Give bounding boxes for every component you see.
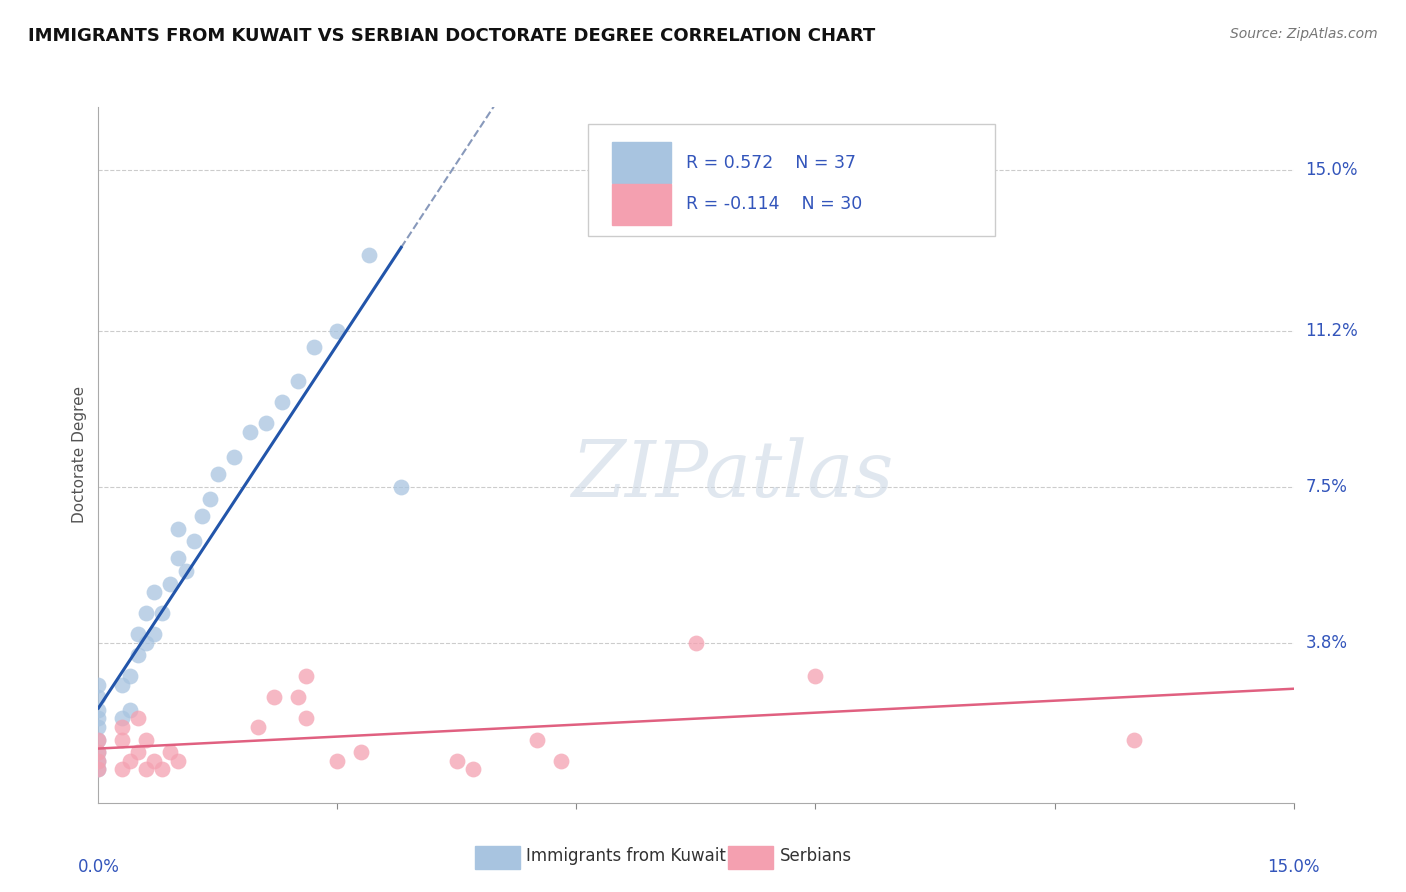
Point xyxy=(326,754,349,768)
Point xyxy=(111,678,134,692)
Point xyxy=(191,509,214,524)
Point xyxy=(135,635,157,649)
Point xyxy=(87,690,110,705)
FancyBboxPatch shape xyxy=(588,124,994,235)
Text: 15.0%: 15.0% xyxy=(1267,857,1320,876)
Point xyxy=(87,762,110,776)
Point xyxy=(350,745,373,759)
Point xyxy=(326,324,349,338)
Point xyxy=(87,732,110,747)
Point xyxy=(127,745,149,759)
Point xyxy=(246,720,269,734)
Text: Serbians: Serbians xyxy=(780,847,852,865)
Point xyxy=(550,754,572,768)
Point xyxy=(287,374,309,388)
Text: 15.0%: 15.0% xyxy=(1305,161,1358,179)
Point xyxy=(150,606,173,620)
Point xyxy=(389,479,412,493)
Point xyxy=(446,754,468,768)
Point xyxy=(111,720,134,734)
Point xyxy=(167,522,190,536)
Point xyxy=(127,627,149,641)
Point xyxy=(294,669,316,683)
Point xyxy=(135,606,157,620)
Text: 3.8%: 3.8% xyxy=(1305,633,1347,651)
Point xyxy=(127,711,149,725)
Point xyxy=(159,745,181,759)
Point xyxy=(159,576,181,591)
Point xyxy=(135,732,157,747)
Point xyxy=(87,754,110,768)
Point xyxy=(87,678,110,692)
Point xyxy=(294,711,316,725)
Point xyxy=(526,732,548,747)
Point xyxy=(287,690,309,705)
Point xyxy=(270,395,292,409)
Point xyxy=(127,648,149,663)
Text: R = -0.114    N = 30: R = -0.114 N = 30 xyxy=(686,195,863,213)
Point xyxy=(359,247,381,261)
Point xyxy=(87,762,110,776)
Point xyxy=(183,534,205,549)
Point xyxy=(263,690,285,705)
Text: Immigrants from Kuwait: Immigrants from Kuwait xyxy=(526,847,725,865)
Point xyxy=(120,703,142,717)
Point xyxy=(804,669,827,683)
Y-axis label: Doctorate Degree: Doctorate Degree xyxy=(72,386,87,524)
Point xyxy=(239,425,262,439)
FancyBboxPatch shape xyxy=(612,142,671,183)
Text: 7.5%: 7.5% xyxy=(1305,477,1347,496)
Point xyxy=(120,754,142,768)
Point xyxy=(111,762,134,776)
Point xyxy=(198,492,221,507)
Point xyxy=(461,762,484,776)
Text: R = 0.572    N = 37: R = 0.572 N = 37 xyxy=(686,153,856,171)
Point xyxy=(87,745,110,759)
Point xyxy=(685,635,707,649)
Point xyxy=(143,754,166,768)
Text: 0.0%: 0.0% xyxy=(77,857,120,876)
Point xyxy=(87,703,110,717)
Point xyxy=(167,551,190,566)
Point xyxy=(87,711,110,725)
Text: Source: ZipAtlas.com: Source: ZipAtlas.com xyxy=(1230,27,1378,41)
Point xyxy=(120,669,142,683)
Text: ZIPatlas: ZIPatlas xyxy=(571,438,893,514)
Point xyxy=(167,754,190,768)
Point xyxy=(1123,732,1146,747)
Point xyxy=(111,732,134,747)
Point xyxy=(111,711,134,725)
Point xyxy=(222,450,245,464)
Point xyxy=(254,417,277,431)
Text: IMMIGRANTS FROM KUWAIT VS SERBIAN DOCTORATE DEGREE CORRELATION CHART: IMMIGRANTS FROM KUWAIT VS SERBIAN DOCTOR… xyxy=(28,27,876,45)
Point xyxy=(174,564,197,578)
FancyBboxPatch shape xyxy=(612,184,671,225)
Point xyxy=(207,467,229,481)
Text: 11.2%: 11.2% xyxy=(1305,321,1358,340)
Point xyxy=(302,340,325,354)
Point xyxy=(87,745,110,759)
Point xyxy=(135,762,157,776)
Point xyxy=(143,585,166,599)
Point xyxy=(143,627,166,641)
Point xyxy=(87,754,110,768)
Point xyxy=(87,732,110,747)
Point xyxy=(150,762,173,776)
Point xyxy=(87,720,110,734)
